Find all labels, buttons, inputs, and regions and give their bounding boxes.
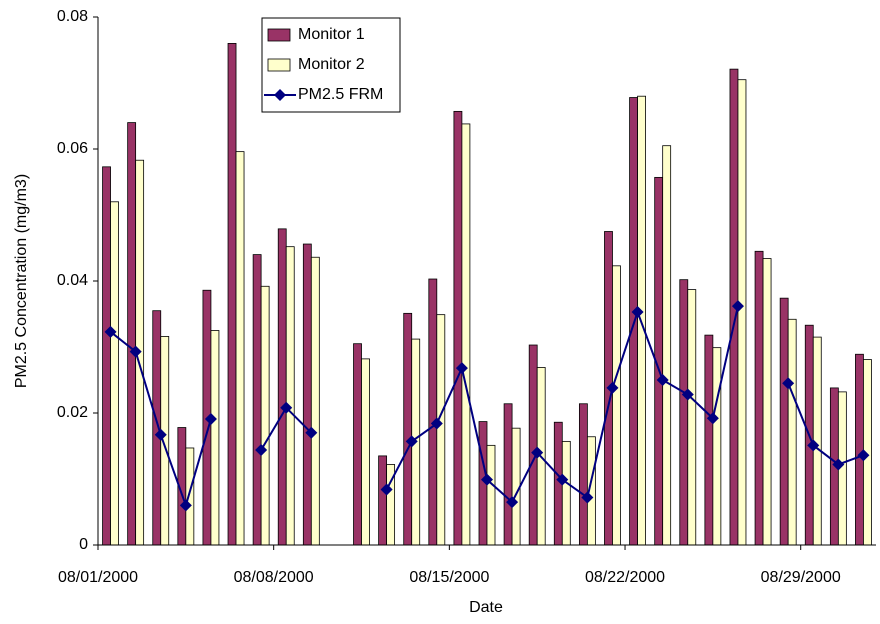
bar <box>503 403 513 546</box>
bar <box>436 314 446 546</box>
marker <box>104 325 117 338</box>
bar <box>453 110 463 546</box>
bar <box>754 250 764 546</box>
bar <box>235 151 245 546</box>
marker <box>179 499 192 512</box>
bar <box>252 254 262 546</box>
legend-label: PM2.5 FRM <box>298 86 383 103</box>
marker <box>656 374 669 386</box>
bar <box>662 145 672 546</box>
marker <box>430 417 443 430</box>
bar <box>687 289 697 546</box>
marker <box>380 483 393 496</box>
marker <box>832 458 845 471</box>
bar <box>210 330 220 546</box>
bar <box>428 278 438 546</box>
y-tick-label: 0.06 <box>57 140 88 157</box>
marker <box>606 381 619 394</box>
x-tick-label: 08/22/2000 <box>585 569 665 586</box>
y-tick-label: 0.02 <box>57 404 88 421</box>
bar <box>127 122 137 546</box>
legend-swatch <box>267 28 291 42</box>
legend-label: Monitor 2 <box>298 56 365 73</box>
marker <box>455 362 468 375</box>
y-axis-label: PM2.5 Concentration (mg/m3) <box>13 174 30 388</box>
bar <box>578 403 588 546</box>
x-tick-label: 08/08/2000 <box>234 569 314 586</box>
bar <box>612 265 621 546</box>
bar <box>102 166 111 546</box>
marker <box>681 388 694 401</box>
y-tick-label: 0.04 <box>57 272 88 289</box>
marker <box>305 426 318 439</box>
x-tick-label: 08/15/2000 <box>409 569 489 586</box>
bar <box>277 228 287 546</box>
x-tick-label: 08/29/2000 <box>761 569 841 586</box>
legend-swatch <box>267 58 291 72</box>
marker <box>506 496 519 509</box>
legend-label: Monitor 1 <box>298 26 365 43</box>
x-tick-label: 08/01/2000 <box>58 569 138 586</box>
bar <box>361 358 370 546</box>
bar <box>285 246 295 546</box>
bar <box>737 79 747 546</box>
bar <box>403 312 413 546</box>
bar <box>110 201 119 546</box>
marker <box>581 491 594 504</box>
bar <box>855 353 864 546</box>
bar <box>779 297 789 546</box>
marker <box>255 443 268 456</box>
bar <box>185 447 195 546</box>
bar <box>704 334 714 546</box>
bar <box>260 285 270 546</box>
bar <box>310 256 320 546</box>
marker <box>857 449 870 462</box>
marker <box>129 345 142 358</box>
marker <box>631 306 644 319</box>
marker <box>807 439 820 452</box>
bar <box>762 258 772 546</box>
bar <box>561 440 571 546</box>
bar <box>353 343 362 546</box>
bar <box>461 123 471 546</box>
y-tick-label: 0.08 <box>57 8 88 25</box>
marker <box>556 473 569 486</box>
bar <box>787 318 797 546</box>
marker <box>782 377 795 390</box>
marker <box>531 446 544 459</box>
marker <box>154 428 167 441</box>
marker <box>481 473 493 486</box>
marker <box>731 300 744 313</box>
bar <box>486 444 496 546</box>
x-axis-label: Date <box>469 599 503 616</box>
bar <box>302 243 312 546</box>
bar <box>528 344 538 546</box>
legend-marker <box>274 89 286 101</box>
bar <box>679 279 689 546</box>
bar <box>227 43 237 546</box>
bar <box>378 455 388 546</box>
marker <box>204 412 217 425</box>
y-tick-label: 0 <box>79 536 88 553</box>
marker <box>280 401 293 414</box>
marker <box>706 412 719 425</box>
bar <box>712 347 722 546</box>
marker <box>405 435 418 448</box>
